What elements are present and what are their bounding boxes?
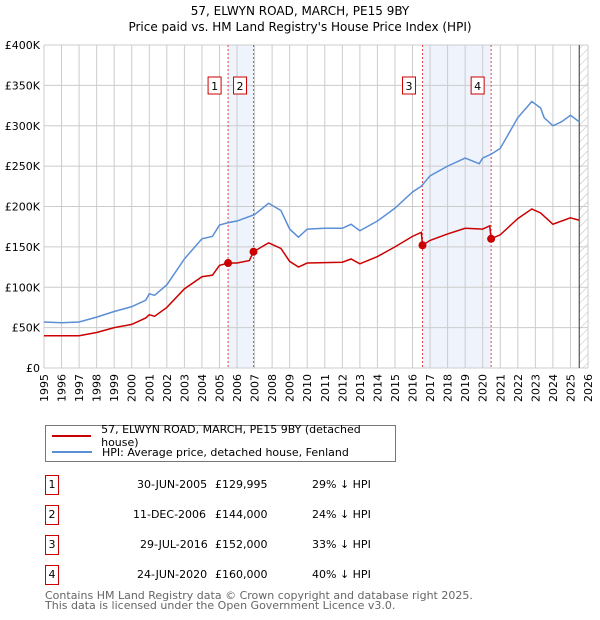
x-tick-label: 2012	[336, 374, 349, 402]
x-tick-label: 2026	[582, 374, 595, 402]
footer-copyright: Contains HM Land Registry data © Crown c…	[45, 589, 473, 602]
x-tick-label: 2023	[529, 374, 542, 402]
x-tick-label: 2006	[231, 374, 244, 402]
x-tick-label: 2002	[161, 374, 174, 402]
sale-price: £152,000	[215, 538, 268, 551]
sale-label-box	[470, 76, 485, 95]
sale-number-badge: 3	[45, 535, 59, 555]
x-tick-label: 2016	[407, 374, 420, 402]
y-tick-label: £0	[26, 362, 40, 375]
legend-item-property: 57, ELWYN ROAD, MARCH, PE15 9BY (detache…	[52, 423, 395, 449]
sale-point	[224, 259, 233, 268]
x-tick-label: 1998	[91, 374, 104, 402]
x-tick-label: 2019	[459, 374, 472, 402]
y-tick-label: £50K	[12, 322, 41, 335]
x-tick-label: 2014	[371, 374, 384, 402]
x-tick-label: 1997	[73, 374, 86, 402]
legend-label: HPI: Average price, detached house, Fenl…	[102, 445, 349, 459]
sale-price: £144,000	[215, 508, 268, 521]
sale-date: 29-JUL-2016	[140, 538, 208, 551]
sale-price: £129,995	[215, 478, 268, 491]
y-tick-label: £300K	[5, 120, 41, 133]
y-tick-label: £350K	[5, 79, 41, 92]
footer-licence: This data is licensed under the Open Gov…	[45, 599, 396, 612]
sale-hpi-diff: 29% ↓ HPI	[312, 478, 371, 491]
y-tick-label: £400K	[5, 39, 41, 52]
legend-item-hpi: HPI: Average price, detached house, Fenl…	[52, 444, 349, 460]
sale-hpi-diff: 33% ↓ HPI	[312, 538, 371, 551]
x-tick-label: 1995	[38, 374, 51, 402]
sale-number-badge: 1	[45, 475, 59, 495]
x-tick-label: 2021	[494, 374, 507, 402]
x-tick-label: 2005	[213, 374, 226, 402]
x-tick-label: 1999	[108, 374, 121, 402]
x-tick-label: 1996	[56, 374, 69, 402]
x-tick-label: 2013	[354, 374, 367, 402]
x-tick-label: 2022	[512, 374, 525, 402]
x-tick-label: 2015	[389, 374, 402, 402]
sale-point	[487, 234, 496, 243]
y-tick-label: £100K	[5, 281, 41, 294]
y-tick-label: £150K	[5, 241, 41, 254]
y-tick-label: £200K	[5, 201, 41, 214]
x-tick-label: 2003	[178, 374, 191, 402]
sale-price: £160,000	[215, 568, 268, 581]
chart-subtitle: Price paid vs. HM Land Registry's House …	[128, 20, 472, 34]
sale-date: 24-JUN-2020	[137, 568, 208, 581]
x-tick-label: 2024	[547, 374, 560, 402]
y-tick-label: £250K	[5, 160, 41, 173]
x-tick-label: 2008	[266, 374, 279, 402]
sale-label-number: 4	[474, 80, 481, 93]
sale-label-number: 3	[406, 80, 413, 93]
sale-date: 11-DEC-2006	[133, 508, 207, 521]
x-tick-label: 2001	[143, 374, 156, 402]
x-tick-label: 2007	[249, 374, 262, 402]
hpi-line-swatch	[52, 451, 92, 453]
x-tick-label: 2020	[477, 374, 490, 402]
sale-row: 1 30-JUN-2005 £129,995 29% ↓ HPI	[45, 475, 465, 495]
sale-row: 2 11-DEC-2006 £144,000 24% ↓ HPI	[45, 505, 465, 525]
sale-number-badge: 4	[45, 565, 59, 585]
sale-hpi-diff: 40% ↓ HPI	[312, 568, 371, 581]
sale-label-box	[207, 76, 222, 95]
sale-row: 3 29-JUL-2016 £152,000 33% ↓ HPI	[45, 535, 465, 555]
price-chart: 1995 1996 1997 1998 1999 2000 2001 2002 2003 2004…	[5, 39, 595, 402]
x-tick-label: 2017	[424, 374, 437, 402]
legend: 57, ELWYN ROAD, MARCH, PE15 9BY (detache…	[45, 423, 396, 462]
x-tick-label: 2000	[126, 374, 139, 402]
x-tick-label: 2009	[284, 374, 297, 402]
x-tick-label: 2018	[442, 374, 455, 402]
x-tick-label: 2004	[196, 374, 209, 402]
sale-point	[249, 247, 258, 256]
sale-label-number: 2	[237, 80, 244, 93]
hpi-line	[43, 100, 580, 324]
sale-label-number: 1	[211, 80, 218, 93]
sale-label-box	[233, 76, 248, 95]
sale-hpi-diff: 24% ↓ HPI	[312, 508, 371, 521]
property-price-line	[44, 208, 580, 337]
legend-label: 57, ELWYN ROAD, MARCH, PE15 9BY (detache…	[101, 423, 361, 449]
sale-row: 4 24-JUN-2020 £160,000 40% ↓ HPI	[45, 565, 465, 585]
sale-number-badge: 2	[45, 505, 59, 525]
x-tick-label: 2010	[301, 374, 314, 402]
sale-point	[418, 241, 427, 250]
x-tick-label: 2025	[564, 374, 577, 402]
sale-date: 30-JUN-2005	[137, 478, 208, 491]
sale-label-box	[402, 76, 417, 95]
property-line-swatch	[52, 435, 92, 437]
chart-title: 57, ELWYN ROAD, MARCH, PE15 9BY	[190, 4, 410, 18]
x-tick-label: 2011	[319, 374, 332, 402]
